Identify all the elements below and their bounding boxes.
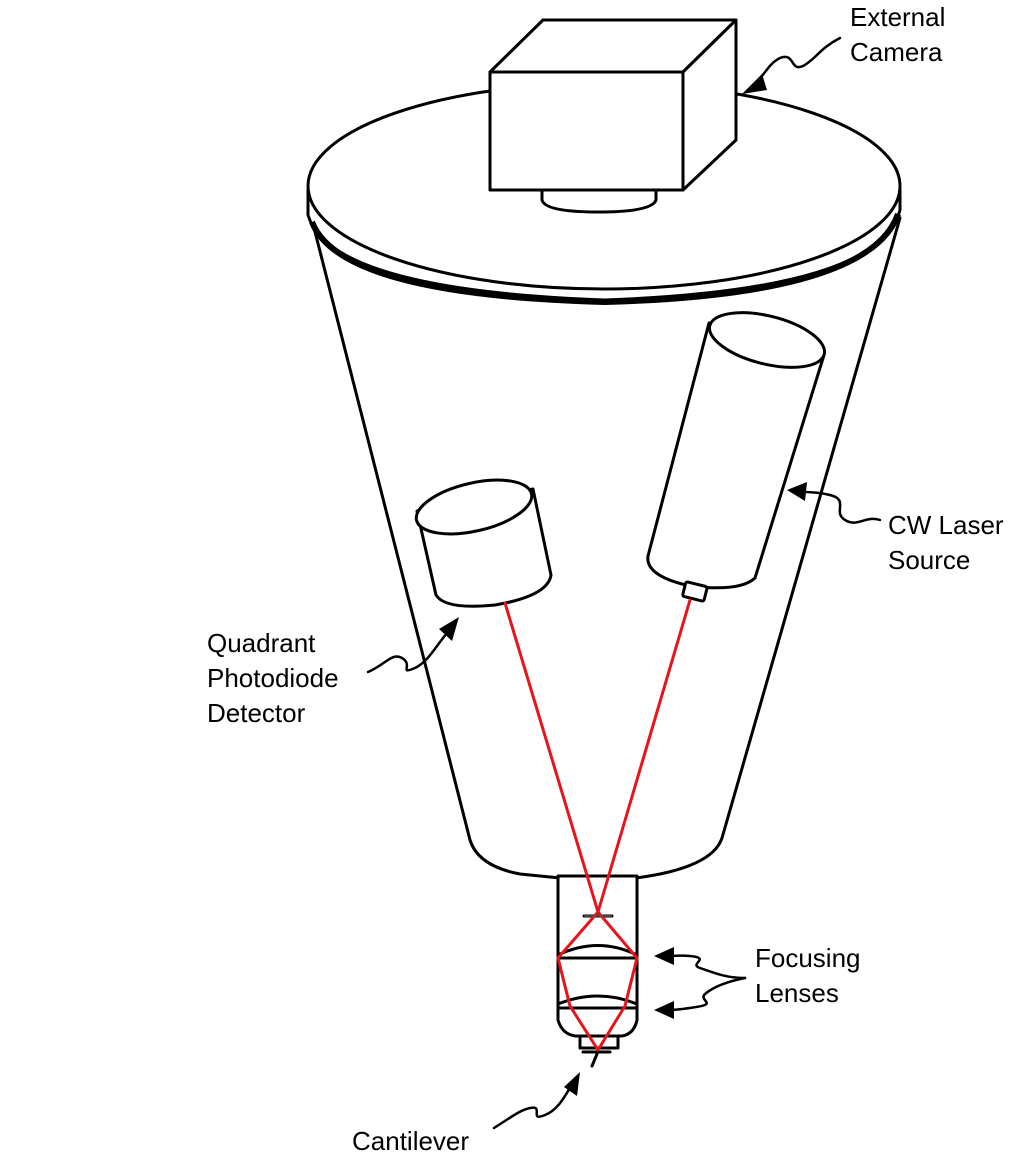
focusing-lenses-label-line1: Focusing — [755, 943, 861, 973]
external-camera — [488, 18, 738, 192]
quadrant-photodiode-detector-pointer — [366, 617, 459, 674]
laser-beam — [503, 598, 692, 1052]
cantilever-label-line1: Cantilever — [352, 1126, 470, 1156]
external-camera-label-line2: Camera — [850, 37, 943, 67]
cone-body — [310, 216, 902, 880]
quadrant-photodiode-detector — [414, 478, 553, 608]
focusing-lenses-pointer-lower — [654, 976, 747, 1019]
cantilever-pointer — [492, 1072, 580, 1130]
quadrant-photodiode-detector-label-line1: Quadrant — [207, 628, 316, 658]
focusing-lenses-pointer-upper — [654, 947, 747, 980]
camera-lens-ring — [540, 188, 658, 214]
cw-laser-source — [646, 311, 827, 603]
laser-aperture — [681, 580, 709, 603]
cantilever-label: Cantilever — [352, 1124, 469, 1159]
cw-laser-source-pointer — [787, 482, 882, 524]
cw-laser-source-label-line1: CW Laser — [888, 510, 1004, 540]
quadrant-photodiode-detector-label-line3: Detector — [207, 698, 306, 728]
cw-laser-source-label: CW Laser Source — [888, 508, 1004, 578]
focusing-lenses-label-line2: Lenses — [755, 978, 839, 1008]
external-camera-label-line1: External — [850, 2, 946, 32]
quadrant-photodiode-detector-label: Quadrant Photodiode Detector — [207, 626, 339, 731]
external-camera-label: External Camera — [850, 0, 945, 70]
focusing-lenses-label: Focusing Lenses — [755, 941, 861, 1011]
quadrant-photodiode-detector-label-line2: Photodiode — [207, 663, 339, 693]
cw-laser-source-label-line2: Source — [888, 545, 971, 575]
top-plate-rim-shadow — [309, 212, 901, 306]
external-camera-pointer — [742, 36, 842, 94]
